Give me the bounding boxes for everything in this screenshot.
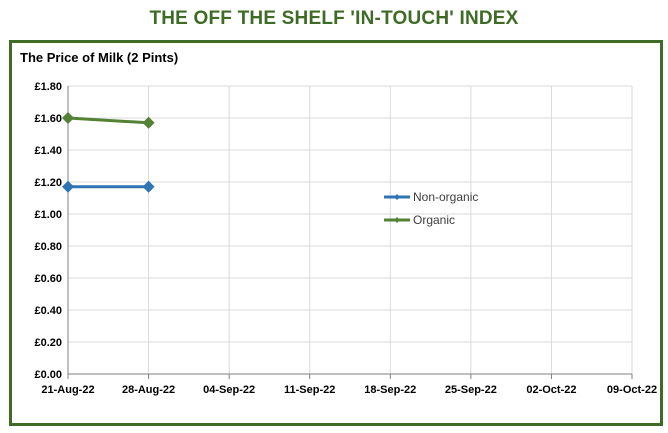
- series-line-organic: [67, 116, 149, 125]
- y-tick-label: £0.80: [34, 241, 62, 253]
- data-point-non-organic-0: [62, 180, 74, 193]
- y-axis-tick-labels: £0.00 £0.20 £0.40 £0.60 £0.80 £1.00 £1.20 £1.40…: [34, 81, 62, 381]
- x-tick-label: 11-Sep-22: [284, 384, 335, 396]
- series-organic: [62, 112, 155, 129]
- x-axis-tick-labels: 21-Aug-22 28-Aug-22 04-Sep-22 11-Sep-22 18-S…: [41, 384, 657, 396]
- x-tick-label: 04-Sep-22: [203, 384, 255, 396]
- x-tick-label: 09-Oct-22: [607, 384, 657, 396]
- chart-title: The Price of Milk (2 Pints): [20, 50, 178, 65]
- x-tick-label: 21-Aug-22: [41, 384, 94, 396]
- series-non-organic: [62, 180, 155, 193]
- y-tick-label: £0.20: [34, 337, 62, 349]
- y-tick-label: £0.00: [34, 369, 62, 381]
- x-tick-label: 02-Oct-22: [526, 384, 576, 396]
- legend-label: Organic: [413, 213, 455, 227]
- legend-label: Non-organic: [413, 190, 478, 204]
- data-point-organic-1: [142, 116, 155, 129]
- y-tick-label: £1.60: [34, 113, 62, 125]
- legend-item-non-organic: Non-organic: [384, 190, 478, 204]
- x-tick-label: 18-Sep-22: [364, 384, 416, 396]
- x-tick-label: 25-Sep-22: [445, 384, 497, 396]
- legend: Non-organic Organic: [384, 190, 478, 227]
- legend-marker: [394, 217, 400, 223]
- y-tick-label: £0.40: [34, 305, 62, 317]
- y-tick-label: £1.20: [34, 177, 62, 189]
- chart-frame: The Price of Milk (2 Pints) £0.00 £0.20 £0…: [9, 40, 663, 426]
- legend-item-organic: Organic: [384, 213, 455, 227]
- price-of-milk-chart: The Price of Milk (2 Pints) £0.00£0.20£0…: [20, 50, 657, 396]
- x-tick-label: 28-Aug-22: [122, 384, 175, 396]
- page-title: THE OFF THE SHELF 'IN-TOUCH' INDEX: [149, 8, 519, 29]
- axes: [67, 86, 633, 379]
- series-layer: [62, 112, 155, 193]
- data-point-non-organic-1: [142, 180, 155, 193]
- y-tick-label: £0.60: [34, 273, 62, 285]
- y-tick-label: £1.00: [34, 209, 62, 221]
- data-point-organic-0: [62, 112, 74, 124]
- y-tick-label: £1.40: [34, 145, 62, 157]
- legend-marker: [394, 194, 400, 200]
- y-tick-label: £1.80: [34, 81, 62, 93]
- grid-lines: [68, 85, 633, 374]
